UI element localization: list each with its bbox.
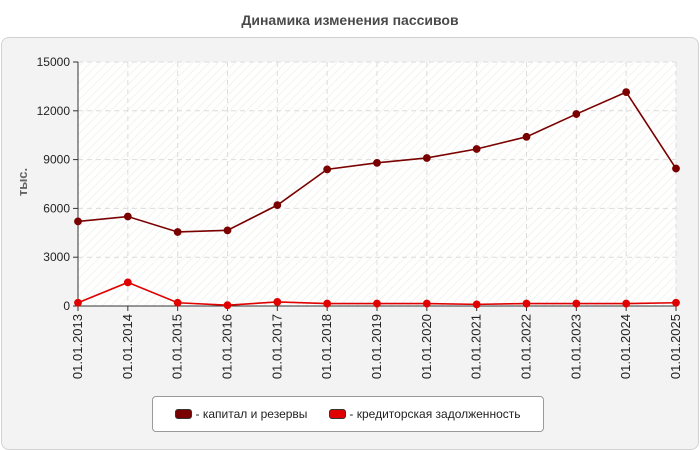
- y-axis-label: тыс.: [15, 167, 30, 197]
- data-point-1: [373, 299, 381, 308]
- y-tick-label: 9000: [43, 153, 70, 167]
- data-point-1: [74, 298, 82, 307]
- x-tick-label: 01.01.2018: [319, 314, 334, 379]
- data-point-0: [273, 201, 282, 210]
- legend: - капитал и резервы - кредиторская задол…: [152, 396, 544, 432]
- legend-label-payables: - кредиторская задолженность: [349, 407, 521, 421]
- data-point-0: [74, 217, 82, 226]
- legend-swatch-capital: [175, 409, 193, 419]
- y-tick-label: 12000: [37, 104, 71, 118]
- legend-label-capital: - капитал и резервы: [195, 407, 308, 421]
- data-point-1: [672, 298, 680, 307]
- x-tick-label: 01.01.2015: [170, 314, 185, 379]
- data-point-1: [472, 300, 481, 309]
- x-tick-label: 01.01.2013: [70, 314, 85, 379]
- data-point-1: [173, 298, 182, 307]
- data-point-0: [373, 158, 381, 167]
- legend-item-capital[interactable]: - капитал и резервы: [175, 407, 307, 421]
- x-tick-label: 01.01.2023: [568, 314, 583, 379]
- x-tick-label: 01.01.2024: [618, 314, 633, 379]
- chart-title: Динамика изменения пассивов: [241, 12, 459, 28]
- data-point-1: [572, 299, 581, 308]
- x-tick-label: 01.01.2021: [469, 314, 484, 379]
- x-tick-label: 01.01.2020: [419, 314, 434, 379]
- y-tick-label: 0: [63, 299, 70, 313]
- data-point-0: [522, 132, 531, 141]
- data-point-1: [422, 299, 431, 308]
- data-point-0: [472, 145, 481, 153]
- legend-item-payables[interactable]: - кредиторская задолженность: [329, 407, 521, 421]
- data-point-0: [173, 228, 182, 236]
- x-tick-label: 01.01.2016: [220, 314, 235, 379]
- data-point-0: [323, 165, 332, 174]
- data-point-1: [522, 299, 531, 308]
- x-tick-label: 01.01.2022: [519, 314, 534, 379]
- data-point-1: [123, 278, 132, 287]
- data-point-0: [422, 154, 431, 162]
- data-point-1: [622, 299, 631, 308]
- data-point-1: [223, 301, 232, 310]
- x-tick-label: 01.01.2025: [668, 314, 683, 379]
- x-tick-label: 01.01.2017: [269, 314, 284, 379]
- data-point-0: [622, 88, 631, 96]
- data-point-1: [323, 299, 332, 308]
- legend-swatch-payables: [329, 409, 347, 419]
- data-point-0: [223, 226, 232, 235]
- x-tick-label: 01.01.2019: [369, 314, 384, 379]
- y-tick-label: 15000: [37, 55, 71, 69]
- x-tick-label: 01.01.2014: [120, 314, 135, 379]
- data-point-0: [572, 110, 581, 118]
- data-point-0: [672, 164, 680, 173]
- data-point-0: [123, 212, 132, 221]
- y-tick-label: 6000: [43, 201, 70, 215]
- data-point-1: [273, 298, 282, 306]
- y-tick-label: 3000: [43, 250, 70, 264]
